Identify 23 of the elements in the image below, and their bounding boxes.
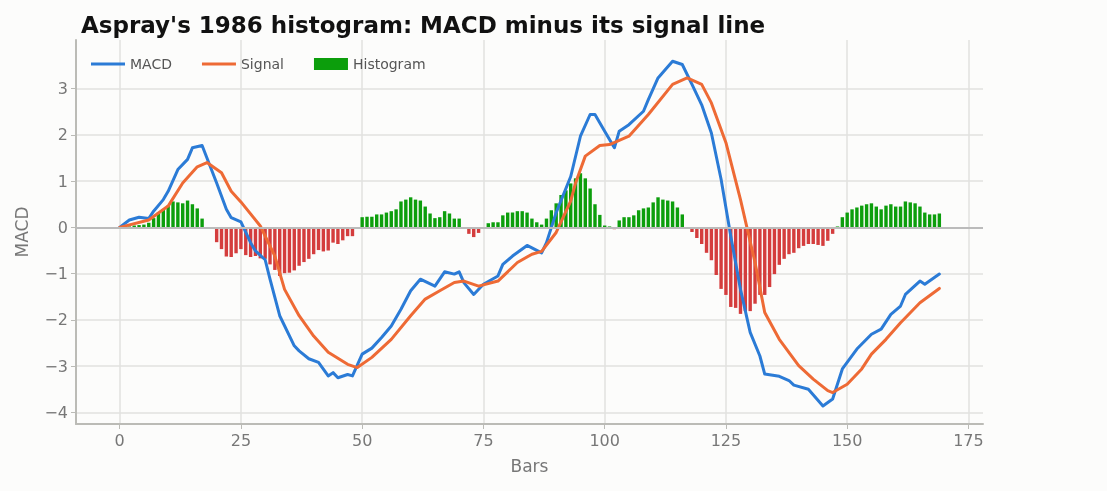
- y-tick-label: 3: [57, 79, 68, 99]
- x-tick-label: 25: [230, 430, 252, 450]
- x-tick-label: 50: [351, 430, 373, 450]
- legend-label: Histogram: [352, 56, 426, 72]
- x-axis-title: Bars: [510, 455, 549, 476]
- y-tick-label: 2: [57, 125, 68, 145]
- y-tick-label: −2: [44, 310, 68, 330]
- y-tick-label: −4: [44, 402, 68, 422]
- x-tick-label: 125: [710, 430, 742, 450]
- x-tick-label: 175: [953, 430, 984, 450]
- y-tick-label: 0: [57, 217, 68, 237]
- x-tick-label: 150: [831, 430, 863, 450]
- x-tick-label: 75: [473, 430, 494, 450]
- legend-label: MACD: [130, 56, 172, 72]
- bar: [457, 218, 461, 228]
- y-tick-label: −3: [44, 356, 68, 376]
- x-tick-label: 100: [589, 430, 620, 450]
- y-tick-label: −1: [44, 264, 68, 284]
- x-tick-label: 0: [114, 430, 125, 450]
- y-axis-title: MACD: [11, 206, 32, 258]
- legend-label: Signal: [240, 56, 284, 72]
- chart-title: Aspray's 1986 histogram: MACD minus its signal line: [81, 11, 766, 38]
- y-tick-label: 1: [57, 171, 68, 191]
